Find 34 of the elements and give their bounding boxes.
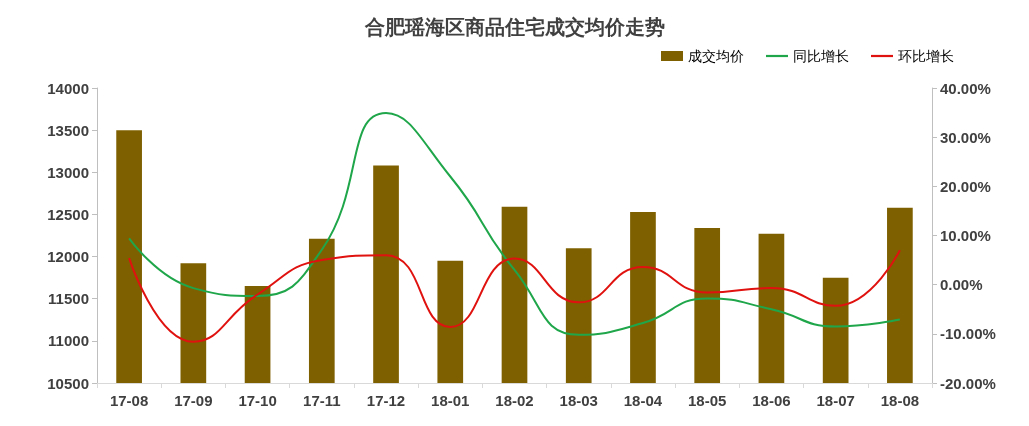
chart-title: 合肥瑶海区商品住宅成交均价走势 (363, 16, 665, 38)
legend-label: 环比增长 (898, 48, 954, 64)
y-tick-label: 13500 (47, 121, 89, 139)
line-series (128, 249, 901, 343)
x-tick-label: 17-09 (174, 392, 213, 409)
y-tick-label: 11500 (48, 290, 89, 308)
x-tick-label: 18-05 (688, 392, 727, 409)
y-tick-label: 11000 (48, 332, 89, 350)
y-tick-label: 12500 (47, 205, 89, 223)
x-tick-label: 17-10 (238, 392, 277, 409)
y2-tick-label: 10.00% (940, 227, 991, 244)
y-tick-label: 12000 (47, 248, 89, 266)
legend-label: 同比增长 (793, 48, 849, 64)
x-tick-label: 17-11 (303, 392, 341, 409)
x-tick-label: 18-04 (623, 392, 663, 409)
y2-tick-label: 0.00% (940, 276, 983, 294)
x-tick-label: 17-08 (109, 392, 149, 409)
legend-label: 成交均价 (688, 48, 744, 64)
y-tick-label: 14000 (47, 79, 89, 97)
x-tick-label: 18-07 (816, 392, 855, 409)
x-tick-label: 18-03 (559, 392, 598, 409)
y2-tick-label: 40.00% (940, 79, 991, 97)
x-tick-label: 18-08 (880, 392, 920, 409)
x-tick-label: 18-06 (752, 392, 791, 409)
y2-tick-label: -20.00% (940, 374, 996, 392)
y-tick-label: 13000 (47, 163, 89, 181)
line-series (128, 112, 901, 336)
x-tick-label: 17-12 (366, 392, 406, 409)
x-tick-label: 18-02 (495, 392, 534, 409)
y2-tick-label: 20.00% (940, 177, 991, 195)
x-tick-label: 18-01 (431, 392, 470, 409)
y2-tick-label: -10.00% (940, 325, 996, 343)
y2-tick-label: 30.00% (940, 128, 991, 146)
y-tick-label: 10500 (47, 374, 89, 392)
